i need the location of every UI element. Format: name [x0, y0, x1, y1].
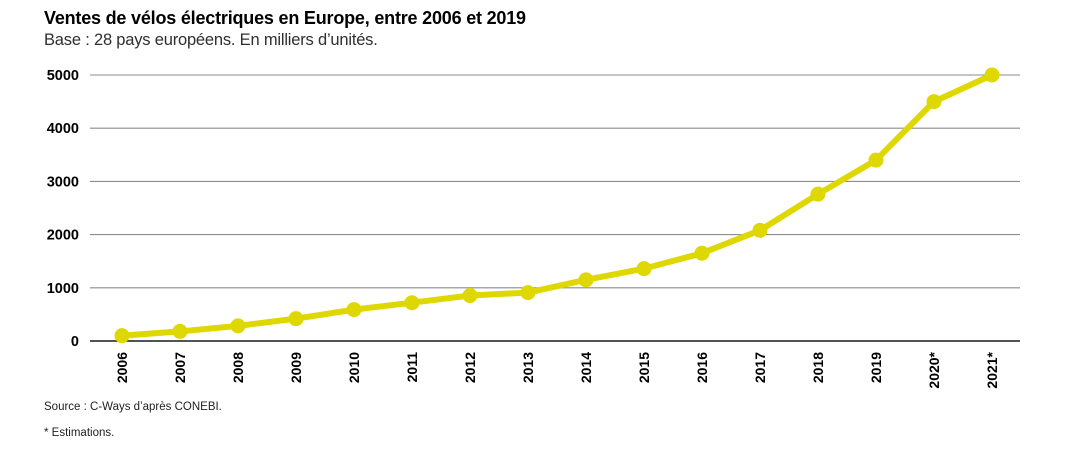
x-tick-label: 2012	[462, 352, 478, 383]
data-point	[404, 295, 420, 311]
data-point	[288, 311, 304, 327]
data-point	[520, 285, 536, 301]
x-tick-label: 2014	[578, 352, 594, 383]
x-tick-label: 2018	[810, 352, 826, 383]
x-tick-label: 2008	[230, 352, 246, 383]
x-tick-label: 2009	[288, 352, 304, 383]
x-tick-label: 2021*	[984, 351, 1000, 388]
data-point	[926, 94, 942, 110]
x-tick-label: 2006	[114, 352, 130, 383]
data-point	[694, 245, 710, 261]
x-tick-label: 2017	[752, 352, 768, 383]
data-point	[810, 186, 826, 202]
data-point	[114, 328, 130, 344]
y-tick-label: 1000	[47, 281, 79, 297]
data-point	[752, 222, 768, 238]
source-note: Source : C-Ways d’après CONEBI.	[44, 401, 222, 413]
y-tick-label: 5000	[47, 68, 79, 84]
chart-title: Ventes de vélos électriques en Europe, e…	[44, 8, 526, 28]
data-point	[346, 302, 362, 318]
x-tick-label: 2011	[404, 352, 420, 383]
data-point	[868, 152, 884, 168]
x-tick-label: 2019	[868, 352, 884, 383]
x-tick-label: 2016	[694, 352, 710, 383]
x-tick-label: 2010	[346, 352, 362, 383]
y-tick-label: 4000	[47, 121, 79, 137]
data-point	[172, 323, 188, 339]
data-point	[578, 272, 594, 288]
y-tick-label: 3000	[47, 174, 79, 190]
x-tick-label: 2015	[636, 352, 652, 383]
x-tick-label: 2007	[172, 352, 188, 383]
x-tick-label: 2020*	[926, 351, 942, 388]
y-tick-label: 0	[71, 334, 79, 350]
estimations-footnote: * Estimations.	[44, 427, 115, 439]
data-point	[462, 288, 478, 304]
data-point	[636, 261, 652, 277]
chart-subtitle: Base : 28 pays européens. En milliers d’…	[44, 31, 378, 49]
x-tick-label: 2013	[520, 352, 536, 383]
y-tick-label: 2000	[47, 228, 79, 244]
data-point	[984, 67, 1000, 83]
data-point	[230, 318, 246, 334]
data-line	[119, 72, 995, 339]
